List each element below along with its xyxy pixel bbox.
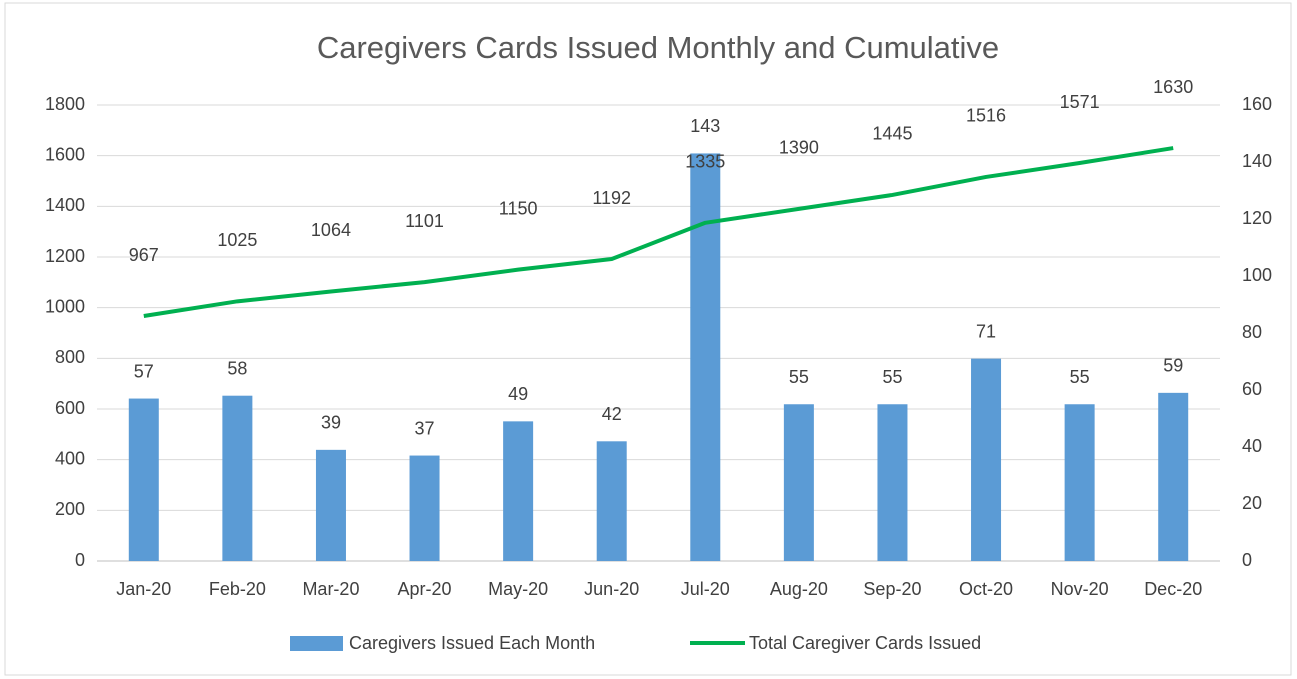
bar <box>315 449 346 561</box>
y-tick-label: 400 <box>55 448 85 468</box>
bar-value-label: 55 <box>1070 367 1090 387</box>
bar <box>971 358 1002 561</box>
line <box>143 146 1174 319</box>
x-tick-label: May-20 <box>488 579 548 599</box>
bar-value-label: 37 <box>415 418 435 438</box>
x-tick-label: Jul-20 <box>681 579 730 599</box>
line-value-label: 1192 <box>592 188 631 208</box>
line-value-label: 1516 <box>966 106 1006 126</box>
y-tick-label: 1400 <box>45 195 85 215</box>
legend-swatch <box>290 636 343 651</box>
y2-tick-label: 100 <box>1242 265 1272 285</box>
line-value-label: 1571 <box>1060 92 1100 112</box>
x-tick-label: Feb-20 <box>209 579 266 599</box>
y-tick-label: 600 <box>55 398 85 418</box>
y-tick-label: 1200 <box>45 246 85 266</box>
y2-tick-label: 20 <box>1242 493 1262 513</box>
line-value-label: 1025 <box>217 230 257 250</box>
bar <box>1064 404 1095 561</box>
line-value-label: 1064 <box>311 220 351 240</box>
x-tick-label: Oct-20 <box>959 579 1013 599</box>
bar <box>690 153 721 561</box>
legend-label: Total Caregiver Cards Issued <box>749 633 981 653</box>
bar-value-label: 55 <box>882 367 902 387</box>
bar <box>783 404 814 561</box>
y-tick-label: 1600 <box>45 144 85 164</box>
bar <box>877 404 908 561</box>
line-value-label: 967 <box>129 245 159 265</box>
y-tick-label: 1000 <box>45 296 85 316</box>
x-tick-label: Mar-20 <box>302 579 359 599</box>
x-tick-label: Aug-20 <box>770 579 828 599</box>
y2-tick-label: 160 <box>1242 94 1272 114</box>
x-tick-label: Jun-20 <box>584 579 639 599</box>
line-value-label: 1630 <box>1153 77 1193 97</box>
bar <box>1158 392 1189 561</box>
x-tick-label: Jan-20 <box>116 579 171 599</box>
bar <box>596 441 627 561</box>
legend-label: Caregivers Issued Each Month <box>349 633 595 653</box>
bar <box>222 395 253 561</box>
bar-value-label: 57 <box>134 361 154 381</box>
y2-tick-label: 60 <box>1242 379 1262 399</box>
bar-value-label: 58 <box>227 358 247 378</box>
y-tick-label: 0 <box>75 550 85 570</box>
bar-value-label: 71 <box>976 321 996 341</box>
x-tick-label: Sep-20 <box>863 579 921 599</box>
chart-title: Caregivers Cards Issued Monthly and Cumu… <box>317 30 999 65</box>
line-value-label: 1101 <box>405 211 444 231</box>
y2-tick-label: 80 <box>1242 322 1262 342</box>
y2-tick-label: 0 <box>1242 550 1252 570</box>
bar <box>503 421 534 561</box>
x-tick-label: Dec-20 <box>1144 579 1202 599</box>
bar <box>409 455 440 561</box>
y-tick-label: 200 <box>55 499 85 519</box>
bar <box>128 398 159 561</box>
y2-tick-label: 140 <box>1242 151 1272 171</box>
x-tick-label: Apr-20 <box>398 579 452 599</box>
bar-value-label: 39 <box>321 413 341 433</box>
chart-border <box>4 2 1292 676</box>
line-value-label: 1335 <box>685 152 725 172</box>
y-tick-label: 1800 <box>45 94 85 114</box>
bar-value-label: 143 <box>690 116 720 136</box>
bar-value-label: 55 <box>789 367 809 387</box>
line-value-label: 1445 <box>872 124 912 144</box>
line-value-label: 1150 <box>499 198 538 218</box>
bar-value-label: 42 <box>602 404 622 424</box>
y-tick-label: 800 <box>55 347 85 367</box>
bar-value-label: 49 <box>508 384 528 404</box>
line-value-label: 1390 <box>779 138 819 158</box>
y2-tick-label: 40 <box>1242 436 1262 456</box>
y2-tick-label: 120 <box>1242 208 1272 228</box>
x-tick-label: Nov-20 <box>1051 579 1109 599</box>
bar-value-label: 59 <box>1163 356 1183 376</box>
